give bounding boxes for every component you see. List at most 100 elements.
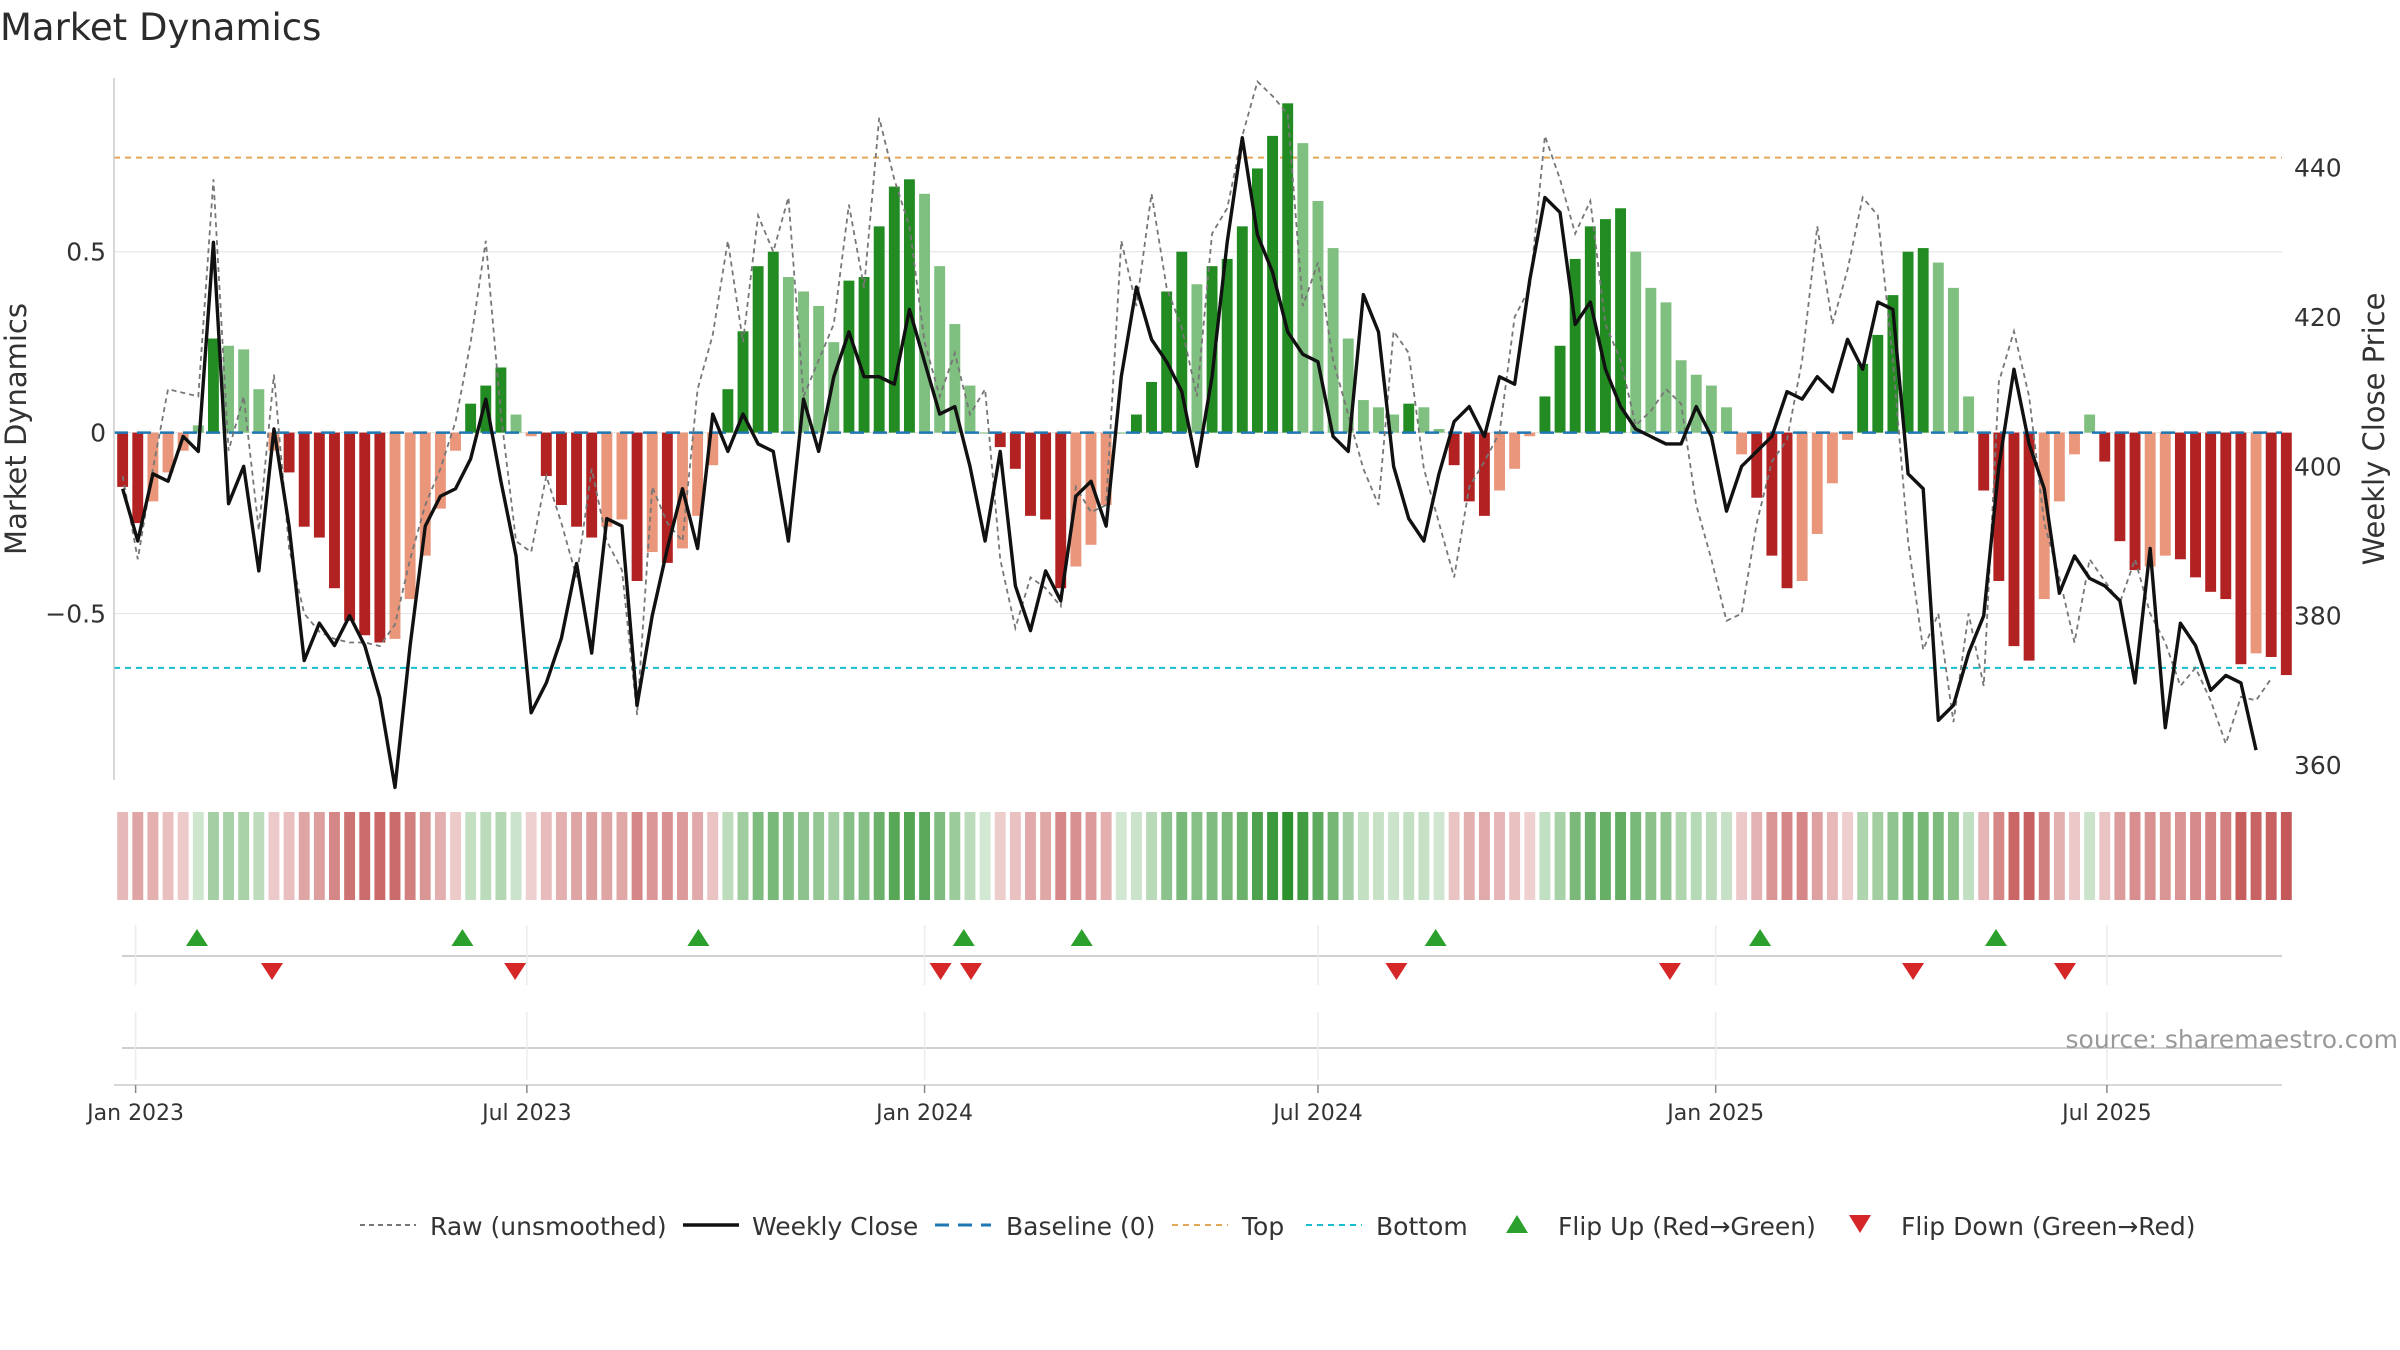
y-tick-label: −0.5 — [45, 600, 106, 629]
dynamics-bar — [2265, 432, 2277, 657]
x-tick-label: Jul 2024 — [1271, 1101, 1363, 1126]
heat-cell — [374, 812, 386, 900]
dynamics-bar — [1357, 400, 1369, 433]
heat-cell — [979, 812, 991, 900]
x-tick-label: Jan 2024 — [874, 1101, 973, 1126]
legend-top-label: Top — [1241, 1212, 1284, 1241]
heat-cell — [782, 812, 794, 900]
heat-cell — [616, 812, 628, 900]
heat-cell — [1342, 812, 1354, 900]
dynamics-bar — [571, 432, 583, 527]
dynamics-bar — [1842, 432, 1853, 440]
heat-cell — [631, 812, 643, 900]
dynamics-bar — [979, 432, 991, 434]
heat-cell — [1539, 812, 1551, 900]
dynamics-bar — [1282, 103, 1294, 433]
legend-baseline-label: Baseline (0) — [1006, 1212, 1155, 1241]
dynamics-bar — [1494, 432, 1505, 491]
heat-cell — [1236, 812, 1248, 900]
dynamics-bar — [374, 432, 386, 643]
heat-cell — [555, 812, 567, 900]
dynamics-bar — [1040, 432, 1052, 520]
dynamics-bar — [2159, 432, 2171, 556]
dynamics-bar — [949, 324, 961, 433]
heat-cell — [1130, 812, 1142, 900]
heat-cell — [1615, 812, 1627, 900]
heat-cell — [268, 812, 280, 900]
heat-cell — [903, 812, 915, 900]
dynamics-bar — [510, 414, 522, 433]
dynamics-bar — [1130, 414, 1142, 433]
heat-cell — [1009, 812, 1021, 900]
heat-cell — [2174, 812, 2186, 900]
heat-cell — [2159, 812, 2171, 900]
legend-bottom-label: Bottom — [1376, 1212, 1468, 1241]
heat-cell — [2129, 812, 2141, 900]
heat-cell — [177, 812, 189, 900]
dynamics-bar — [1191, 284, 1203, 433]
dynamics-bar — [1902, 251, 1914, 433]
dynamics-bar — [344, 432, 356, 621]
heat-cell — [1751, 812, 1763, 900]
heat-cell — [2008, 812, 2020, 900]
heat-cell — [2280, 812, 2292, 900]
heat-cell — [601, 812, 613, 900]
heat-cell — [2220, 812, 2232, 900]
legend-flip-up-swatch — [1506, 1215, 1528, 1233]
heat-cell — [313, 812, 325, 900]
dynamics-bar — [1615, 208, 1627, 433]
heat-cell — [949, 812, 961, 900]
heat-cell — [329, 812, 340, 900]
heat-cell — [1554, 812, 1566, 900]
dynamics-bar — [1811, 432, 1823, 534]
heat-cell — [586, 812, 598, 900]
y-right-tick-label: 420 — [2294, 303, 2342, 332]
heat-cell — [2144, 812, 2156, 900]
heat-cell — [1902, 812, 1914, 900]
dynamics-bar — [132, 432, 144, 524]
flip-down-marker — [261, 963, 283, 980]
heat-cell — [1191, 812, 1203, 900]
dynamics-bar — [2069, 432, 2080, 455]
dynamics-bar — [207, 338, 219, 433]
heat-cell — [1251, 812, 1263, 900]
heat-cell — [1887, 812, 1899, 900]
dynamics-bar — [253, 389, 265, 433]
heat-cell — [737, 812, 749, 900]
flip-down-marker — [1385, 963, 1408, 980]
heat-cell — [2265, 812, 2277, 900]
heat-cell — [1660, 812, 1672, 900]
heat-cell — [1781, 812, 1793, 900]
dynamics-bar — [1342, 338, 1354, 433]
heat-cell — [192, 812, 204, 900]
heat-cell — [132, 812, 144, 900]
dynamics-bar — [1115, 432, 1127, 434]
dynamics-bars — [114, 103, 2292, 676]
y-right-axis-label: Weekly Close Price — [2357, 293, 2391, 566]
dynamics-bar — [298, 432, 310, 527]
heat-cell — [2235, 812, 2247, 900]
heat-cell — [1357, 812, 1369, 900]
heat-cell — [813, 812, 825, 900]
dynamics-bar — [2144, 432, 2156, 567]
dynamics-bar — [752, 266, 764, 433]
dynamics-bar — [873, 226, 885, 433]
heat-cell — [1932, 812, 1944, 900]
heat-cell — [1070, 812, 1082, 900]
heat-cell — [1766, 812, 1778, 900]
heat-cell — [162, 812, 174, 900]
dynamics-bar — [2053, 432, 2065, 502]
heat-cell — [828, 812, 840, 900]
dynamics-bar — [1675, 360, 1687, 433]
dynamics-bar — [2205, 432, 2217, 592]
heat-cell — [1675, 812, 1687, 900]
heat-cell — [1736, 812, 1748, 900]
heat-cell — [1297, 812, 1309, 900]
dynamics-bar — [329, 432, 340, 589]
dynamics-bar — [313, 432, 325, 538]
dynamics-bar — [601, 432, 613, 527]
heat-cell — [1448, 812, 1460, 900]
heat-cell — [1146, 812, 1157, 900]
dynamics-bar — [2099, 432, 2111, 462]
dynamics-bar — [2250, 432, 2262, 654]
